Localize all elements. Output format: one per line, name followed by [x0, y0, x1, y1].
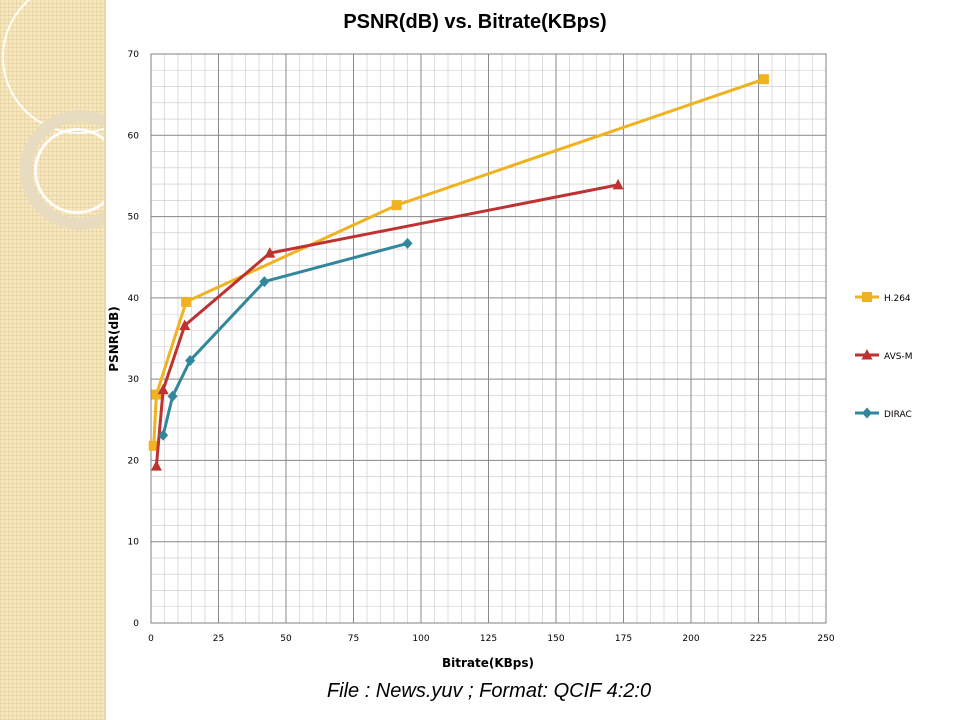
data-point-avs-m: [264, 247, 276, 258]
x-tick-label: 25: [213, 634, 224, 644]
y-axis-label: PSNR(dB): [107, 306, 121, 371]
data-point-dirac: [402, 237, 413, 249]
series-dirac: [158, 237, 413, 441]
data-point-dirac: [185, 354, 196, 366]
chart-gridlines: [150, 53, 827, 624]
legend-marker: [861, 349, 873, 360]
data-point-avs-m: [157, 383, 169, 395]
plot-border: [150, 53, 827, 624]
data-point-h-264: [181, 296, 192, 307]
x-axis-label: Bitrate(KBps): [442, 656, 534, 670]
legend-marker: [862, 292, 872, 302]
data-point-dirac: [259, 276, 270, 288]
legend-entry-dirac: DIRAC: [855, 407, 912, 420]
data-point-dirac: [167, 390, 178, 402]
y-tick-label: 20: [128, 456, 140, 466]
x-tick-label: 200: [682, 634, 699, 644]
y-tick-label: 30: [128, 375, 140, 385]
legend-label: DIRAC: [884, 410, 912, 420]
legend-entry-avs-m: AVS-M: [855, 349, 912, 362]
chart-legend: H.264 AVS-M DIRAC: [855, 292, 912, 420]
x-tick-label: 75: [348, 634, 359, 644]
series-avs-m: [150, 178, 624, 471]
x-tick-label: 150: [547, 634, 564, 644]
decorative-side-strip: [0, 0, 104, 720]
decorative-strip-edge: [104, 0, 106, 720]
data-point-avs-m: [179, 319, 191, 330]
decorative-ring: [34, 128, 104, 214]
y-tick-label: 10: [128, 538, 140, 548]
y-tick-label: 70: [128, 50, 140, 60]
x-tick-label: 250: [817, 634, 834, 644]
series-h-264: [148, 74, 769, 451]
chart-title: PSNR(dB) vs. Bitrate(KBps): [343, 11, 606, 33]
y-tick-label: 60: [128, 131, 140, 141]
legend-label: AVS-M: [884, 352, 912, 362]
legend-marker: [862, 407, 872, 419]
slide-caption: File : News.yuv ; Format: QCIF 4:2:0: [326, 680, 652, 702]
data-point-h-264: [151, 389, 162, 400]
chart-axes: 0 25 50 75 100 125 150 175 200 225 250 0 10 20 30 40 50 6…: [128, 50, 835, 644]
x-tick-label: 50: [280, 634, 292, 644]
x-tick-label: 0: [148, 634, 154, 644]
data-point-avs-m: [150, 460, 162, 471]
x-tick-label: 100: [412, 634, 429, 644]
data-point-dirac: [158, 429, 169, 441]
data-point-h-264: [148, 440, 159, 451]
legend-entry-h-264: H.264: [855, 292, 911, 304]
data-point-h-264: [758, 74, 769, 85]
x-tick-label: 225: [750, 634, 767, 644]
legend-label: H.264: [884, 294, 911, 304]
data-point-h-264: [391, 200, 402, 211]
y-tick-label: 0: [133, 619, 139, 629]
data-point-avs-m: [612, 178, 624, 190]
y-tick-label: 50: [128, 213, 140, 223]
x-tick-label: 175: [615, 634, 632, 644]
chart-series: [148, 74, 769, 471]
y-tick-label: 40: [128, 294, 140, 304]
x-tick-label: 125: [480, 634, 497, 644]
